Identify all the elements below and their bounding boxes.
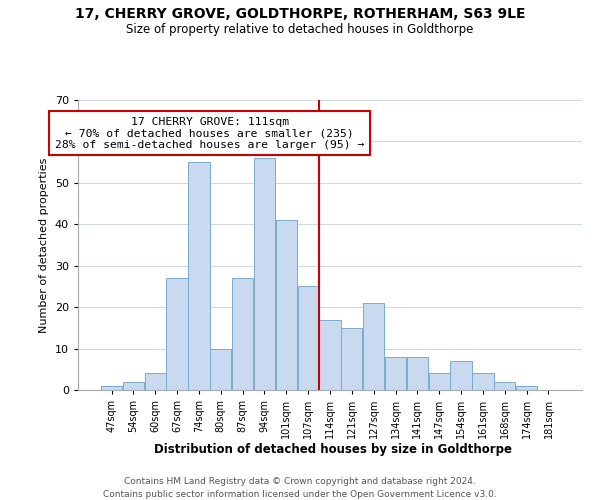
Bar [101,386,122,390]
Bar [319,320,341,390]
Text: 17 CHERRY GROVE: 111sqm
← 70% of detached houses are smaller (235)
28% of semi-d: 17 CHERRY GROVE: 111sqm ← 70% of detache… [55,116,365,150]
Bar [123,382,144,390]
Bar [298,286,319,390]
Text: Size of property relative to detached houses in Goldthorpe: Size of property relative to detached ho… [127,22,473,36]
Bar [363,303,384,390]
Text: Distribution of detached houses by size in Goldthorpe: Distribution of detached houses by size … [154,442,512,456]
Bar [276,220,297,390]
Bar [516,386,537,390]
Bar [232,278,253,390]
Bar [451,361,472,390]
Bar [341,328,362,390]
Bar [166,278,188,390]
Bar [407,357,428,390]
Bar [188,162,209,390]
Bar [494,382,515,390]
Bar [428,374,450,390]
Text: Contains HM Land Registry data © Crown copyright and database right 2024.: Contains HM Land Registry data © Crown c… [124,478,476,486]
Bar [385,357,406,390]
Text: Contains public sector information licensed under the Open Government Licence v3: Contains public sector information licen… [103,490,497,499]
Bar [254,158,275,390]
Bar [472,374,494,390]
Bar [210,348,232,390]
Bar [145,374,166,390]
Text: 17, CHERRY GROVE, GOLDTHORPE, ROTHERHAM, S63 9LE: 17, CHERRY GROVE, GOLDTHORPE, ROTHERHAM,… [75,8,525,22]
Y-axis label: Number of detached properties: Number of detached properties [39,158,49,332]
